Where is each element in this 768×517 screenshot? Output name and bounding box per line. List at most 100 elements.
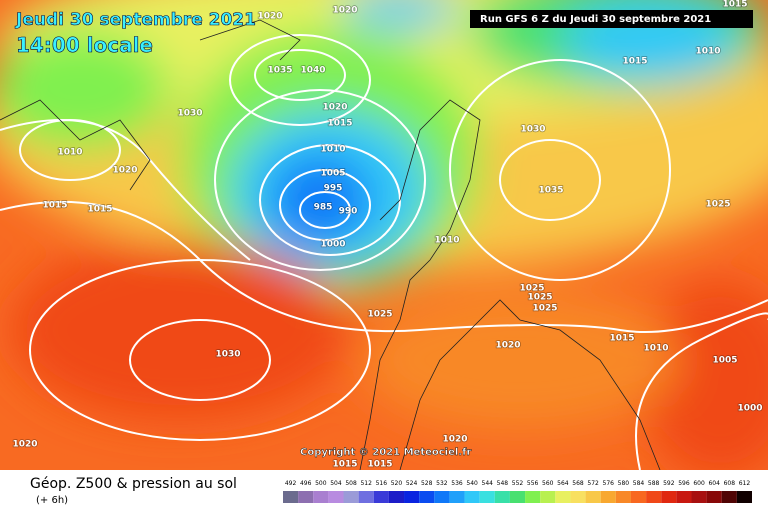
scale-swatch	[525, 491, 541, 503]
scale-label: 536	[451, 480, 463, 487]
isobar-label: 1010	[57, 148, 82, 158]
scale-swatch	[540, 491, 556, 503]
isobar-label: 1000	[737, 404, 762, 414]
scale-label: 524	[406, 480, 418, 487]
scale-label: 596	[678, 480, 690, 487]
scale-label: 572	[587, 480, 599, 487]
scale-label: 564	[557, 480, 569, 487]
isobar-label: 1015	[622, 57, 647, 67]
isobar-label: 1025	[527, 293, 552, 303]
scale-swatch	[509, 491, 526, 503]
scale-swatch	[343, 491, 359, 503]
isobar-label: 1015	[609, 334, 634, 344]
field	[0, 0, 768, 480]
scale-swatch	[328, 491, 344, 503]
scale-label: 580	[618, 480, 630, 487]
scale-swatch	[373, 491, 389, 503]
isobar-label: 1020	[257, 12, 282, 22]
scale-label: 560	[542, 480, 554, 487]
date-label: Jeudi 30 septembre 2021	[15, 10, 256, 30]
scale-label: 520	[391, 480, 403, 487]
isobar-label: 1020	[322, 103, 347, 113]
isobar-label: 1040	[300, 66, 325, 76]
scale-label: 544	[482, 480, 494, 487]
scale-label: 500	[315, 480, 327, 487]
scale-label: 552	[512, 480, 524, 487]
scale-label: 588	[648, 480, 660, 487]
scale-label: 516	[376, 480, 388, 487]
scale-label: 528	[421, 480, 433, 487]
isobar-label: 995	[324, 184, 343, 194]
scale-swatch	[313, 491, 329, 503]
isobar-label: 1010	[643, 344, 668, 354]
scale-label: 492	[285, 480, 297, 487]
isobar-label: 1010	[695, 47, 720, 57]
isobar-label: 1015	[87, 205, 112, 215]
isobar-label: 1035	[538, 186, 563, 196]
scale-swatch	[555, 491, 571, 503]
isobar-label: 1005	[712, 356, 737, 366]
scale-swatch	[736, 491, 752, 503]
scale-label: 512	[360, 480, 372, 487]
scale-swatch	[298, 491, 314, 503]
isobar-label: 985	[314, 203, 333, 213]
scale-label: 608	[724, 480, 736, 487]
scale-swatch	[676, 491, 692, 503]
scale-label: 576	[603, 480, 615, 487]
isobar-label: 1020	[442, 435, 467, 445]
scale-label: 592	[663, 480, 675, 487]
scale-swatch	[464, 491, 480, 503]
isobar-label: 1015	[42, 201, 67, 211]
isobar-label: 1020	[332, 6, 357, 16]
isobar-label: 1020	[495, 341, 520, 351]
scale-swatch	[570, 491, 586, 503]
scale-label: 604	[708, 480, 720, 487]
scale-swatch	[600, 491, 616, 503]
scale-swatch	[388, 491, 405, 503]
scale-swatch	[585, 491, 601, 503]
scale-swatch	[721, 491, 737, 503]
scale-swatch	[283, 491, 299, 503]
scale-swatch	[419, 491, 435, 503]
scale-swatch	[358, 491, 374, 503]
isobar-label: 1035	[267, 66, 292, 76]
isobar-label: 990	[339, 207, 358, 217]
isobar-label: 1030	[215, 350, 240, 360]
scale-label: 540	[466, 480, 478, 487]
scale-label: 556	[527, 480, 539, 487]
isobar-label: 1000	[320, 240, 345, 250]
isobar-label: 1015	[332, 460, 357, 470]
scale-swatch	[615, 491, 631, 503]
scale-label: 508	[345, 480, 357, 487]
isobar-label: 1010	[434, 236, 459, 246]
isobar-label: 1025	[705, 200, 730, 210]
scale-swatch	[449, 491, 465, 503]
scale-label: 532	[436, 480, 448, 487]
isobar-label: 1015	[327, 119, 352, 129]
scale-label: 548	[497, 480, 509, 487]
scale-swatch	[691, 491, 707, 503]
scale-label: 600	[693, 480, 705, 487]
isobar-label: 1015	[722, 0, 747, 10]
scale-swatch	[434, 491, 450, 503]
copyright: Copyright © 2021 Meteociel.fr	[300, 447, 471, 458]
scale-swatch	[646, 491, 662, 503]
scale-label: 568	[572, 480, 584, 487]
scale-label: 584	[633, 480, 645, 487]
scale-swatch	[630, 491, 647, 503]
isobar-label: 1025	[367, 310, 392, 320]
isobar-label: 1010	[320, 145, 345, 155]
isobar-label: 1005	[320, 169, 345, 179]
isobar-label: 1025	[532, 304, 557, 314]
scale-label: 612	[739, 480, 751, 487]
scale-label: 496	[300, 480, 312, 487]
scale-label: 504	[330, 480, 342, 487]
legend-subtitle: (+ 6h)	[36, 495, 68, 506]
scale-swatch	[404, 491, 420, 503]
isobar-label: 1030	[177, 109, 202, 119]
isobar-label: 1030	[520, 125, 545, 135]
isobar-label: 1020	[112, 166, 137, 176]
scale-swatch	[494, 491, 510, 503]
isobar-label: 1025	[519, 284, 544, 294]
